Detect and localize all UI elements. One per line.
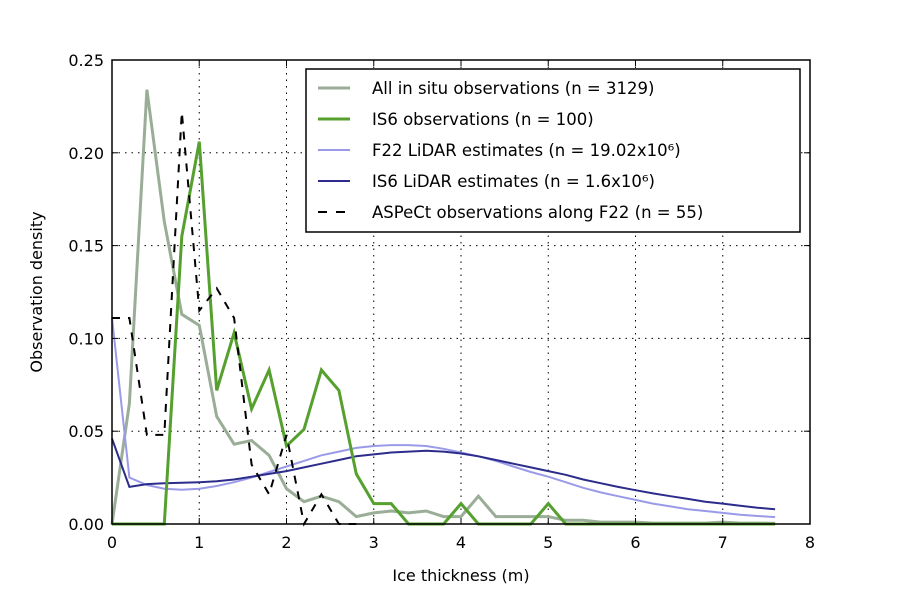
y-tick-label: 0.20 <box>68 144 104 163</box>
y-tick-label: 0.05 <box>68 422 104 441</box>
y-axis-label: Observation density <box>27 211 46 372</box>
legend-label: F22 LiDAR estimates (n = 19.02x10⁶) <box>372 141 681 160</box>
legend: All in situ observations (n = 3129) IS6 o… <box>305 68 801 233</box>
x-tick-label: 1 <box>194 533 204 552</box>
legend-label: All in situ observations (n = 3129) <box>372 79 654 98</box>
y-tick-label: 0.00 <box>68 515 104 534</box>
x-tick-label: 3 <box>369 533 379 552</box>
x-tick-label: 2 <box>281 533 291 552</box>
x-axis-label: Ice thickness (m) <box>392 566 529 585</box>
legend-box <box>305 68 801 233</box>
y-tick-label: 0.25 <box>68 51 104 70</box>
x-tick-label: 8 <box>805 533 815 552</box>
y-tick-label: 0.15 <box>68 237 104 256</box>
x-tick-label: 0 <box>107 533 117 552</box>
ticks: 0 1 2 3 4 5 6 7 8 0.00 0.05 0.10 0.15 0.20 0.25 <box>68 51 815 552</box>
legend-label: IS6 observations (n = 100) <box>372 110 594 129</box>
series-line-4 <box>112 111 357 527</box>
series-line-3 <box>111 438 776 511</box>
x-tick-label: 5 <box>543 533 553 552</box>
y-tick-label: 0.10 <box>68 329 104 348</box>
x-tick-label: 6 <box>630 533 640 552</box>
legend-label: ASPeCt observations along F22 (n = 55) <box>372 203 703 222</box>
x-tick-label: 7 <box>718 533 728 552</box>
legend-label: IS6 LiDAR estimates (n = 1.6x10⁶) <box>372 172 655 191</box>
series-line-2 <box>111 317 776 519</box>
x-tick-label: 4 <box>456 533 466 552</box>
